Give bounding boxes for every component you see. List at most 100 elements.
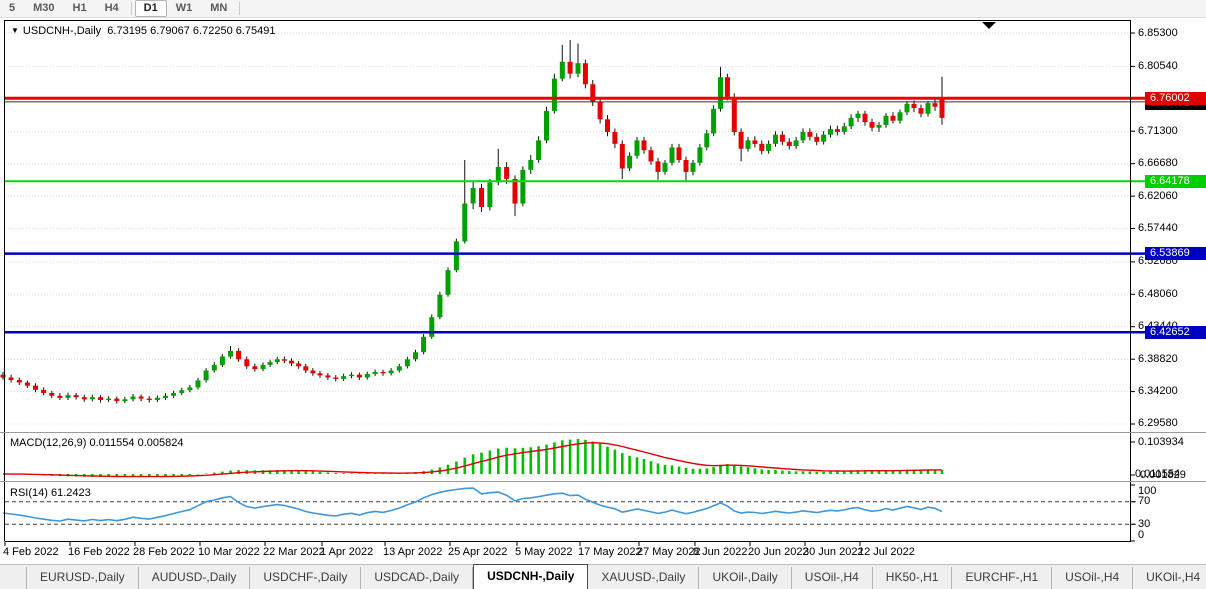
candle-down: [325, 375, 331, 378]
symbol-tab-eurchf-h1[interactable]: EURCHF-,H1: [952, 567, 1053, 589]
candle-down: [333, 377, 339, 379]
symbol-tab-hk50-h1[interactable]: HK50-,H1: [873, 567, 953, 589]
symbol-tab-usdchf-daily[interactable]: USDCHF-,Daily: [250, 567, 362, 589]
candle-up: [697, 147, 703, 163]
candle-down: [479, 188, 484, 207]
candle-down: [296, 363, 302, 367]
candle-down: [779, 134, 785, 142]
candle-up: [274, 359, 280, 363]
candle-up: [260, 364, 266, 370]
timeframe-button-d1[interactable]: D1: [134, 0, 167, 17]
symbol-tab-eurusd-daily[interactable]: EURUSD-,Daily: [26, 567, 139, 589]
candle-up: [634, 140, 640, 156]
macd-indicator-label: MACD(12,26,9) 0.011554 0.005824: [10, 437, 184, 449]
macd-signal-line: [2, 441, 942, 478]
timeframe-button-mn[interactable]: MN: [210, 2, 228, 14]
candle-down: [146, 398, 152, 400]
candle-down: [252, 366, 258, 370]
candle-down: [16, 380, 22, 383]
candle-down: [676, 147, 682, 160]
symbol-tab-audusd-daily[interactable]: AUDUSD-,Daily: [139, 567, 251, 589]
toolbar-separator: [130, 2, 132, 15]
candle-up: [793, 140, 799, 146]
candle-up: [388, 370, 394, 374]
timeframe-button-h4[interactable]: H4: [104, 2, 119, 14]
candle-up: [89, 397, 95, 400]
candle-down: [33, 385, 38, 390]
candle-up: [925, 103, 931, 114]
candle-up: [364, 374, 370, 378]
candle-up: [429, 317, 435, 337]
candle-down: [834, 129, 840, 132]
candle-up: [711, 108, 717, 134]
candle-up: [228, 350, 233, 357]
candle-up: [704, 133, 710, 148]
candle-down: [236, 350, 242, 360]
candle-down: [724, 77, 730, 97]
symbol-tab-usdcnh-daily[interactable]: USDCNH-,Daily: [473, 564, 589, 589]
symbol-tab-ukoil-daily[interactable]: UKOil-,Daily: [699, 567, 792, 589]
symbol-tab-usdcad-daily[interactable]: USDCAD-,Daily: [361, 567, 474, 589]
candle-up: [154, 397, 160, 400]
candle-down: [814, 136, 820, 142]
candle-down: [73, 395, 79, 398]
candle-up: [445, 270, 451, 295]
timeframe-button-h1[interactable]: H1: [72, 2, 87, 14]
candle-down: [512, 179, 518, 204]
candle-up: [536, 140, 542, 160]
symbol-tab-usoil-h4[interactable]: USOil-,H4: [792, 567, 873, 589]
symbol-tab-xauusd-daily[interactable]: XAUUSD-,Daily: [588, 567, 700, 589]
candle-up: [773, 134, 778, 144]
symbol-tab-usoil-h4[interactable]: USOil-,H4: [1052, 567, 1134, 589]
candle-up: [855, 113, 861, 118]
candle-up: [65, 395, 71, 398]
candle-up: [470, 188, 476, 204]
candle-up: [106, 398, 112, 400]
timeframe-button-5[interactable]: 5: [9, 2, 16, 14]
candle-up: [341, 376, 347, 379]
candle-up: [171, 393, 177, 396]
candle-down: [932, 103, 938, 107]
candle-up: [841, 126, 847, 132]
candle-down: [0, 374, 6, 378]
candle-up: [627, 155, 633, 169]
candle-down: [939, 99, 945, 118]
candle-down: [380, 371, 386, 374]
candle-down: [49, 393, 55, 396]
rsi-line: [2, 487, 943, 522]
candle-down: [356, 374, 362, 378]
candle-down: [605, 119, 610, 132]
candle-up: [195, 380, 201, 388]
candle-up: [669, 147, 675, 163]
candle-down: [8, 377, 14, 380]
timeframe-button-w1[interactable]: W1: [175, 2, 193, 14]
chart-collapse-icon[interactable]: ▼: [11, 26, 19, 35]
candle-up: [766, 143, 772, 151]
candle-up: [462, 203, 468, 242]
candle-up: [404, 359, 410, 367]
candle-up: [211, 364, 217, 371]
symbol-tab-bar: EURUSD-,Daily AUDUSD-,Daily USDCHF-,Daily U…: [0, 564, 1206, 589]
candle-down: [890, 115, 896, 121]
candle-up: [187, 387, 193, 391]
candle-down: [281, 359, 287, 361]
timeframe-button-m30[interactable]: M30: [33, 2, 55, 14]
candle-up: [179, 390, 185, 393]
candle-down: [862, 113, 868, 123]
candle-down: [786, 141, 792, 146]
candle-up: [897, 112, 903, 121]
candle-down: [24, 382, 30, 386]
candle-up: [495, 167, 501, 183]
candle-up: [421, 336, 427, 353]
candle-down: [807, 131, 813, 137]
candle-down: [582, 63, 588, 85]
candle-up: [821, 134, 827, 142]
candle-down: [869, 122, 875, 128]
candle-down: [911, 103, 917, 109]
candle-down: [310, 370, 316, 374]
symbol-tab-ukoil-h4[interactable]: UKOil-,H4: [1133, 567, 1206, 589]
candle-down: [752, 140, 758, 144]
chart-ohlc-values: 6.73195 6.79067 6.72250 6.75491: [107, 25, 276, 37]
candle-up: [349, 374, 354, 377]
